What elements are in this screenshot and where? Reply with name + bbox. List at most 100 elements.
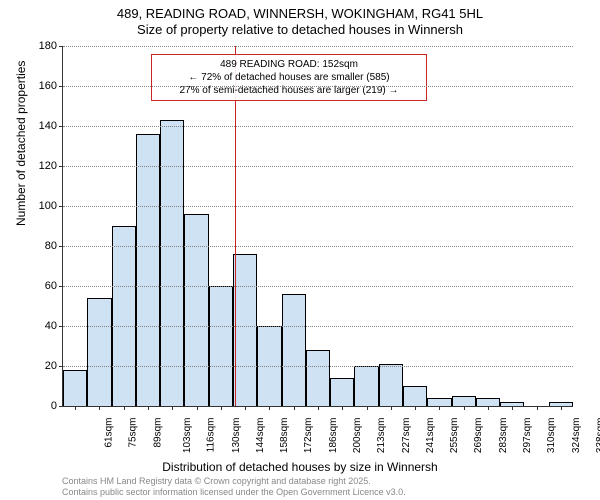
x-tick-mark xyxy=(75,406,76,410)
y-tick-label: 40 xyxy=(45,320,57,332)
y-tick-mark xyxy=(59,206,63,207)
x-tick-label: 130sqm xyxy=(231,418,242,454)
x-tick-mark xyxy=(342,406,343,410)
title-line-1: 489, READING ROAD, WINNERSH, WOKINGHAM, … xyxy=(0,6,600,22)
y-axis-label: Number of detached properties xyxy=(14,61,28,226)
histogram-bar xyxy=(452,396,476,406)
histogram-bar xyxy=(160,120,184,406)
x-tick-label: 324sqm xyxy=(571,418,582,454)
y-tick-label: 20 xyxy=(45,360,57,372)
x-tick-mark xyxy=(367,406,368,410)
histogram-bar xyxy=(184,214,208,406)
histogram-bar xyxy=(112,226,136,406)
grid-line xyxy=(63,46,573,47)
title-line-2: Size of property relative to detached ho… xyxy=(0,22,600,38)
histogram-bar xyxy=(354,366,378,406)
x-tick-mark xyxy=(537,406,538,410)
x-tick-label: 172sqm xyxy=(304,418,315,454)
grid-line xyxy=(63,166,573,167)
histogram-bar xyxy=(282,294,306,406)
x-axis-label: Distribution of detached houses by size … xyxy=(0,460,600,474)
x-tick-mark xyxy=(221,406,222,410)
y-tick-label: 120 xyxy=(39,160,57,172)
title-block: 489, READING ROAD, WINNERSH, WOKINGHAM, … xyxy=(0,0,600,39)
y-tick-mark xyxy=(59,166,63,167)
y-tick-mark xyxy=(59,286,63,287)
y-tick-label: 0 xyxy=(51,400,57,412)
x-tick-label: 186sqm xyxy=(328,418,339,454)
x-tick-mark xyxy=(464,406,465,410)
x-tick-label: 241sqm xyxy=(425,418,436,454)
grid-line xyxy=(63,326,573,327)
x-tick-label: 213sqm xyxy=(376,418,387,454)
y-tick-mark xyxy=(59,86,63,87)
y-tick-label: 60 xyxy=(45,280,57,292)
x-tick-label: 283sqm xyxy=(498,418,509,454)
x-tick-mark xyxy=(197,406,198,410)
x-tick-mark xyxy=(269,406,270,410)
y-tick-mark xyxy=(59,406,63,407)
x-tick-mark xyxy=(99,406,100,410)
y-tick-label: 180 xyxy=(39,40,57,52)
x-tick-mark xyxy=(561,406,562,410)
attribution-line-1: Contains HM Land Registry data © Crown c… xyxy=(62,476,406,487)
attribution-line-2: Contains public sector information licen… xyxy=(62,487,406,498)
y-tick-mark xyxy=(59,126,63,127)
histogram-bar xyxy=(209,286,233,406)
x-tick-label: 144sqm xyxy=(255,418,266,454)
x-tick-mark xyxy=(318,406,319,410)
histogram-bar xyxy=(330,378,354,406)
x-tick-label: 310sqm xyxy=(546,418,557,454)
x-tick-label: 338sqm xyxy=(595,418,600,454)
x-tick-label: 75sqm xyxy=(128,418,139,448)
histogram-bar xyxy=(306,350,330,406)
plot-area: 489 READING ROAD: 152sqm ← 72% of detach… xyxy=(62,46,573,407)
x-tick-mark xyxy=(294,406,295,410)
grid-line xyxy=(63,246,573,247)
y-tick-mark xyxy=(59,246,63,247)
histogram-bar xyxy=(63,370,87,406)
histogram-bar xyxy=(403,386,427,406)
x-tick-mark xyxy=(512,406,513,410)
y-tick-mark xyxy=(59,326,63,327)
histogram-bar xyxy=(87,298,111,406)
grid-line xyxy=(63,286,573,287)
x-tick-mark xyxy=(124,406,125,410)
x-tick-label: 200sqm xyxy=(352,418,363,454)
y-tick-mark xyxy=(59,366,63,367)
attribution: Contains HM Land Registry data © Crown c… xyxy=(62,476,406,498)
x-tick-label: 297sqm xyxy=(522,418,533,454)
annotation-box: 489 READING ROAD: 152sqm ← 72% of detach… xyxy=(151,54,427,101)
y-tick-label: 80 xyxy=(45,240,57,252)
grid-line xyxy=(63,206,573,207)
x-tick-mark xyxy=(415,406,416,410)
x-tick-label: 255sqm xyxy=(449,418,460,454)
x-tick-mark xyxy=(245,406,246,410)
x-tick-mark xyxy=(488,406,489,410)
histogram-bar xyxy=(379,364,403,406)
x-tick-label: 61sqm xyxy=(104,418,115,448)
y-tick-label: 100 xyxy=(39,200,57,212)
x-tick-label: 269sqm xyxy=(474,418,485,454)
grid-line xyxy=(63,366,573,367)
x-tick-label: 227sqm xyxy=(401,418,412,454)
x-tick-mark xyxy=(172,406,173,410)
histogram-bar xyxy=(476,398,500,406)
x-tick-mark xyxy=(439,406,440,410)
grid-line xyxy=(63,86,573,87)
histogram-bar xyxy=(427,398,451,406)
x-tick-label: 158sqm xyxy=(279,418,290,454)
y-tick-label: 140 xyxy=(39,120,57,132)
x-tick-label: 116sqm xyxy=(206,418,217,453)
histogram-bar xyxy=(233,254,257,406)
x-tick-mark xyxy=(391,406,392,410)
annotation-line-2: ← 72% of detached houses are smaller (58… xyxy=(158,71,420,84)
y-tick-label: 160 xyxy=(39,80,57,92)
x-tick-label: 89sqm xyxy=(152,418,163,448)
x-tick-mark xyxy=(148,406,149,410)
chart-container: 489, READING ROAD, WINNERSH, WOKINGHAM, … xyxy=(0,0,600,500)
x-tick-label: 103sqm xyxy=(182,418,193,454)
grid-line xyxy=(63,126,573,127)
y-tick-mark xyxy=(59,46,63,47)
annotation-line-1: 489 READING ROAD: 152sqm xyxy=(158,58,420,71)
